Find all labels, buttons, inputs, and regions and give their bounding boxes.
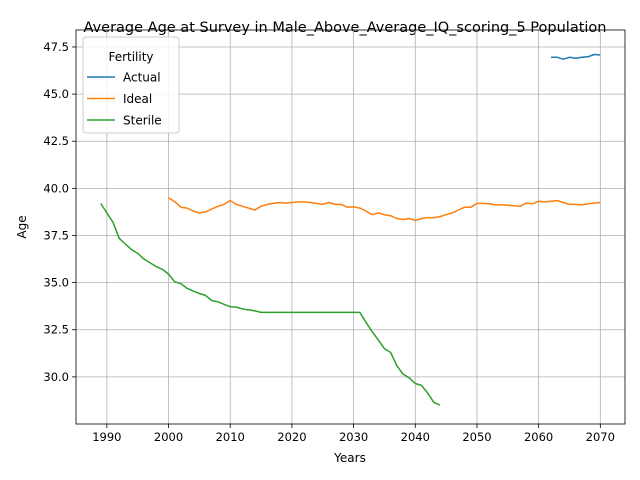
x-tick-label: 2040 (401, 430, 430, 444)
x-tick-label: 2000 (154, 430, 183, 444)
chart-title: Average Age at Survey in Male_Above_Aver… (84, 20, 607, 36)
series-line-sterile (100, 202, 441, 406)
legend-entry-actual: Actual (123, 71, 161, 85)
y-tick-label: 35.0 (43, 276, 69, 290)
x-tick-label: 2030 (339, 430, 368, 444)
x-tick-label: 1990 (92, 430, 121, 444)
y-tick-label: 32.5 (43, 323, 69, 337)
y-tick-label: 45.0 (43, 87, 69, 101)
y-axis: 30.0 32.5 35.0 37.5 40.0 42.5 45.0 47.5 (43, 40, 76, 384)
legend-entry-sterile: Sterile (123, 114, 162, 128)
grid (76, 30, 625, 424)
legend-box (82, 36, 180, 134)
plot-frame (75, 29, 626, 425)
legend-title: Fertility (108, 50, 153, 64)
x-tick-label: 2050 (462, 430, 491, 444)
y-tick-label: 30.0 (43, 370, 69, 384)
x-axis-label: Years (333, 451, 366, 465)
y-tick-label: 40.0 (43, 181, 69, 195)
legend: Fertility Actual Ideal Sterile (82, 36, 180, 134)
x-tick-label: 2070 (586, 430, 615, 444)
y-tick-label: 42.5 (43, 134, 69, 148)
x-tick-label: 2060 (524, 430, 553, 444)
y-tick-label: 47.5 (43, 40, 69, 54)
legend-entry-ideal: Ideal (123, 92, 152, 106)
series-line-actual (551, 53, 601, 60)
series-lines (100, 53, 601, 406)
x-axis: 1990 2000 2010 2020 2030 2040 2050 2060 2070 (92, 424, 615, 444)
x-tick-label: 2020 (277, 430, 306, 444)
y-tick-label: 37.5 (43, 228, 69, 242)
x-tick-label: 2010 (216, 430, 245, 444)
series-line-ideal (168, 197, 601, 222)
y-axis-label: Age (15, 215, 29, 238)
